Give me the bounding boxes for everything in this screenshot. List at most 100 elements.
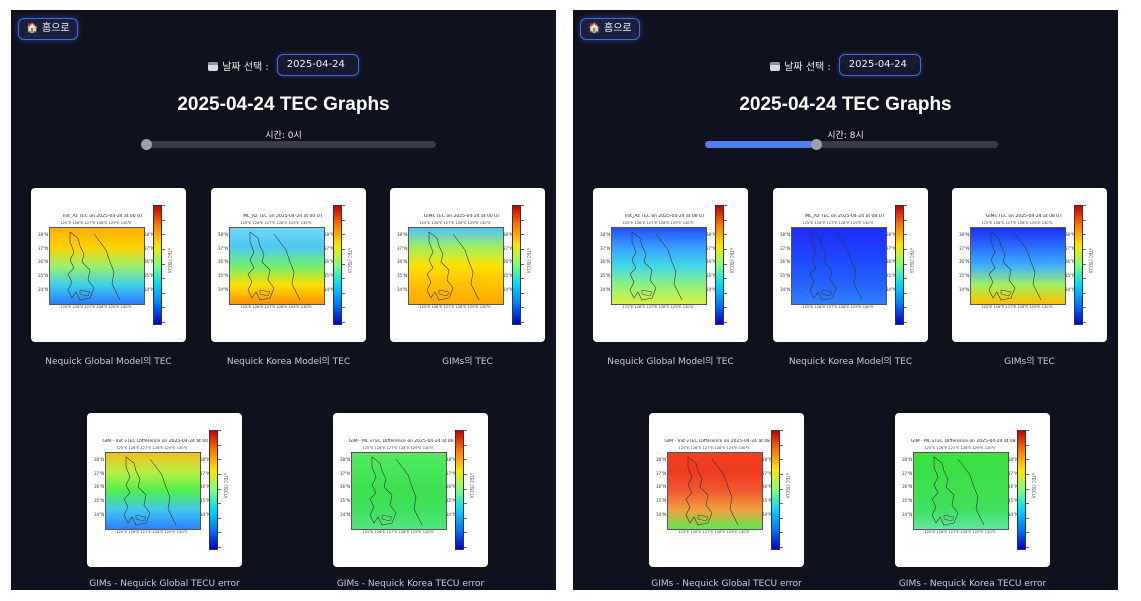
- hour-slider[interactable]: [141, 139, 436, 150]
- date-input[interactable]: 2025-04-24: [838, 54, 921, 76]
- graph-card[interactable]: GIM - Init vTEC Difference on 2025-04-24…: [649, 413, 804, 567]
- colorbar-label: vTEC (TECU): [167, 248, 172, 274]
- plot-title: ML_Az TEC on 2025-04-24 at 00 UT: [243, 214, 323, 219]
- tec-map: [791, 227, 887, 305]
- lat-tick-label: 34°N: [1065, 287, 1076, 292]
- lat-tick-label: 34°N: [886, 287, 897, 292]
- lat-tick-label: 37°N: [218, 246, 229, 251]
- lat-tick-label: 34°N: [38, 287, 49, 292]
- plot-title: GIM - Init vTEC Difference on 2025-04-24…: [664, 439, 778, 444]
- colorbar: [895, 205, 904, 325]
- graph-caption: GIMs의 TEC: [442, 357, 493, 367]
- lat-tick-label: 35°N: [94, 498, 105, 503]
- lat-tick-label: 36°N: [218, 259, 229, 264]
- lat-tick-label: 38°N: [1065, 232, 1076, 237]
- lat-tick-label: 38°N: [1008, 457, 1019, 462]
- graph-card[interactable]: GIM - ML vTEC Difference on 2025-04-24 a…: [895, 413, 1050, 567]
- colorbar-ticks: [218, 430, 232, 548]
- lat-tick-label: 37°N: [94, 471, 105, 476]
- lon-ticks-bottom: 125°E 126°E 127°E 128°E 129°E 130°E: [924, 530, 996, 534]
- graph-caption: GIMs - Nequick Korea TECU error: [898, 579, 1047, 589]
- lon-ticks-top: 125°E 126°E 127°E 128°E 129°E 130°E: [678, 446, 750, 450]
- lat-tick-label: 38°N: [886, 232, 897, 237]
- lat-tick-label: 38°N: [144, 232, 155, 237]
- lat-tick-label: 35°N: [902, 498, 913, 503]
- lat-tick-label: 37°N: [959, 246, 970, 251]
- lon-ticks-bottom: 125°E 126°E 127°E 128°E 129°E 130°E: [622, 305, 694, 309]
- hour-slider[interactable]: [705, 139, 998, 150]
- lat-tick-label: 38°N: [959, 232, 970, 237]
- lat-tick-label: 38°N: [324, 232, 335, 237]
- tec-map: [105, 452, 201, 530]
- graph-card[interactable]: GIMs TEC on 2025-04-24 at 00 UT 125°E 126…: [390, 188, 545, 342]
- lon-ticks-top: 125°E 126°E 127°E 128°E 129°E 130°E: [419, 221, 491, 225]
- graph-card[interactable]: ML_Az TEC on 2025-04-24 at 08 UT 125°E 12…: [773, 188, 928, 342]
- colorbar-label: vTEC (TECU): [526, 248, 531, 274]
- korea-coastline: [809, 231, 863, 301]
- lat-tick-label: 38°N: [780, 232, 791, 237]
- plot-title: GIM - ML vTEC Difference on 2025-04-24 a…: [348, 439, 462, 444]
- graph-card[interactable]: Init_Az TEC on 2025-04-24 at 00 UT 125°E …: [31, 188, 186, 342]
- lat-tick-label: 35°N: [959, 273, 970, 278]
- graph-card[interactable]: GIM - Init vTEC Difference on 2025-04-24…: [87, 413, 242, 567]
- graph-caption: Nequick Global Model의 TEC: [607, 357, 734, 367]
- lon-ticks-top: 125°E 126°E 127°E 128°E 129°E 130°E: [924, 446, 996, 450]
- lat-tick-label: 34°N: [397, 287, 408, 292]
- lat-tick-label: 37°N: [886, 246, 897, 251]
- slider-fill: [705, 141, 814, 148]
- graph-card[interactable]: GIMs TEC on 2025-04-24 at 08 UT 125°E 126…: [952, 188, 1107, 342]
- lat-tick-label: 38°N: [656, 457, 667, 462]
- lat-tick-label: 34°N: [1008, 512, 1019, 517]
- slider-thumb[interactable]: [811, 139, 823, 150]
- lat-tick-label: 36°N: [94, 484, 105, 489]
- slider-thumb[interactable]: [141, 139, 152, 150]
- calendar-icon: [208, 61, 219, 71]
- plot-title: Init_Az TEC on 2025-04-24 at 08 UT: [624, 214, 706, 219]
- korea-coastline: [67, 231, 121, 301]
- lat-tick-label: 38°N: [446, 457, 457, 462]
- home-button[interactable]: 🏠 홈으로: [580, 18, 640, 40]
- lat-tick-label: 36°N: [200, 484, 211, 489]
- korea-coastline: [931, 456, 985, 526]
- lat-tick-label: 34°N: [324, 287, 335, 292]
- graph-caption: GIMs - Nequick Korea TECU error: [336, 579, 485, 589]
- colorbar-ticks: [780, 430, 794, 548]
- colorbar-label: vTEC (TECU): [909, 248, 914, 274]
- tec-map: [408, 227, 504, 305]
- lat-tick-label: 36°N: [144, 259, 155, 264]
- lat-tick-label: 34°N: [200, 512, 211, 517]
- lon-ticks-bottom: 125°E 126°E 127°E 128°E 129°E 130°E: [116, 530, 188, 534]
- home-button[interactable]: 🏠 홈으로: [18, 18, 78, 40]
- lat-tick-label: 36°N: [762, 484, 773, 489]
- lat-tick-label: 35°N: [38, 273, 49, 278]
- graph-card[interactable]: GIM - ML vTEC Difference on 2025-04-24 a…: [333, 413, 488, 567]
- colorbar-ticks: [1026, 430, 1040, 548]
- korea-coastline: [369, 456, 423, 526]
- graph-caption: Nequick Global Model의 TEC: [45, 357, 172, 367]
- lat-tick-label: 34°N: [902, 512, 913, 517]
- lat-tick-label: 36°N: [780, 259, 791, 264]
- right-screenshot-panel: 🏠 홈으로 날짜 선택 : 2025-04-24 2025-04-24 TEC G…: [573, 10, 1118, 590]
- date-input[interactable]: 2025-04-24: [276, 54, 359, 76]
- graph-card[interactable]: Init_Az TEC on 2025-04-24 at 08 UT 125°E …: [593, 188, 748, 342]
- graph-card[interactable]: ML_Az TEC on 2025-04-24 at 00 UT 125°E 12…: [211, 188, 366, 342]
- lon-ticks-top: 125°E 126°E 127°E 128°E 129°E 130°E: [802, 221, 874, 225]
- lat-tick-label: 37°N: [1008, 471, 1019, 476]
- colorbar-label: vTEC (TECU): [347, 248, 352, 274]
- lat-tick-label: 38°N: [218, 232, 229, 237]
- lat-tick-label: 35°N: [324, 273, 335, 278]
- lat-tick-label: 38°N: [503, 232, 514, 237]
- lat-tick-label: 36°N: [706, 259, 717, 264]
- lon-ticks-top: 125°E 126°E 127°E 128°E 129°E 130°E: [240, 221, 312, 225]
- lat-tick-label: 35°N: [762, 498, 773, 503]
- lat-tick-label: 35°N: [503, 273, 514, 278]
- date-label: 날짜 선택 :: [222, 61, 269, 73]
- lat-tick-label: 36°N: [503, 259, 514, 264]
- colorbar-ticks: [521, 205, 535, 323]
- lat-tick-label: 37°N: [38, 246, 49, 251]
- lat-tick-label: 37°N: [324, 246, 335, 251]
- colorbar: [715, 205, 724, 325]
- lat-tick-label: 34°N: [656, 512, 667, 517]
- colorbar-label: vTEC (TECU): [1088, 248, 1093, 274]
- lon-ticks-bottom: 125°E 126°E 127°E 128°E 129°E 130°E: [362, 530, 434, 534]
